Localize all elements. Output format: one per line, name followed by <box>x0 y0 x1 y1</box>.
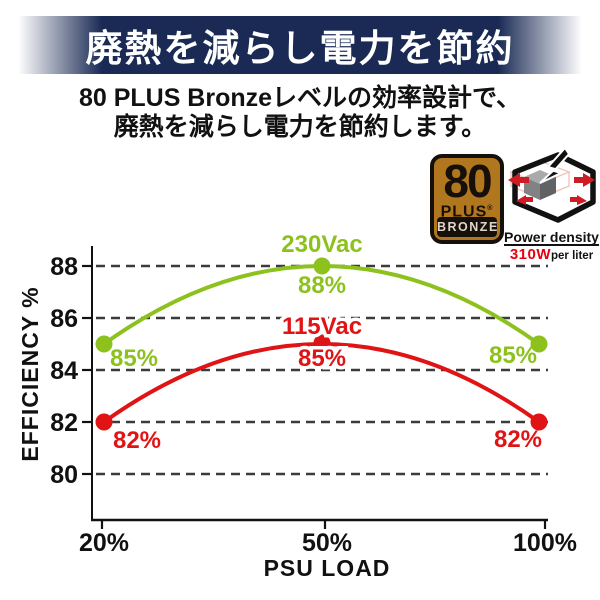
power-density-icon <box>508 146 596 223</box>
power-density-badge: Power density 310Wper liter <box>503 146 600 263</box>
point-230vac-50 <box>313 257 331 275</box>
bronze-band: BRONZE <box>437 217 497 237</box>
point-230vac-20 <box>95 335 113 353</box>
point-label-230vac-100: 85% <box>489 342 537 369</box>
point-115vac-100 <box>530 413 548 431</box>
cube-icon <box>524 170 556 200</box>
subtitle-line-2: 廃熱を減らし電力を節約します。 <box>113 113 487 141</box>
point-label-230vac-20: 85% <box>110 345 158 372</box>
point-230vac-100 <box>530 335 548 353</box>
expansion-arrow-bottom-right-icon <box>570 195 587 205</box>
x-axis-title: PSU LOAD <box>264 555 391 581</box>
eighty-plus-bronze-badge: 80 PLUS® BRONZE <box>430 154 504 244</box>
expansion-arrow-left-icon <box>508 173 529 187</box>
point-115vac-20 <box>95 413 113 431</box>
page-title: 廃熱を減らし電力を節約 <box>85 28 515 69</box>
label-115vac: 115Vac <box>282 313 362 340</box>
power-density-unit: per liter <box>551 250 594 262</box>
point-label-115vac-100: 82% <box>494 426 542 453</box>
hexagon-outline <box>512 152 596 223</box>
point-label-115vac-20: 82% <box>113 427 161 454</box>
power-density-value-row: 310Wper liter <box>503 246 600 263</box>
y-axis-title: EFFICIENCY % <box>17 286 43 461</box>
eighty-plus-number: 80 <box>443 155 492 207</box>
power-density-value: 310W <box>509 246 551 263</box>
power-density-title: Power density <box>504 229 599 246</box>
subtitle: 80 PLUS Bronzeレベルの効率設計で、 廃熱を減らし電力を節約します。 <box>0 84 600 142</box>
expansion-arrows-icon <box>508 173 595 205</box>
header-banner: 廃熱を減らし電力を節約 <box>0 16 600 74</box>
y-tick-label-80: 80 <box>50 461 78 489</box>
expansion-arrow-right-icon <box>574 173 595 187</box>
y-tick-label-82: 82 <box>50 409 78 437</box>
expansion-arrow-bottom-left-icon <box>516 195 533 205</box>
bronze-tier-label: BRONZE <box>437 220 499 234</box>
x-tick-label-20: 20% <box>79 529 129 557</box>
eighty-plus-label: PLUS® <box>440 203 494 221</box>
point-label-115vac-50: 85% <box>298 345 346 372</box>
lightning-bolt-icon <box>539 146 571 184</box>
y-tick-label-84: 84 <box>50 357 78 385</box>
point-label-230vac-50: 88% <box>298 272 346 299</box>
y-tick-label-88: 88 <box>50 253 78 281</box>
point-115vac-50 <box>313 334 331 352</box>
registered-mark: ® <box>487 205 494 212</box>
y-tick-label-86: 86 <box>50 305 78 333</box>
label-230vac: 230Vac <box>281 231 362 258</box>
x-tick-label-100: 100% <box>513 529 577 557</box>
x-tick-label-50: 50% <box>302 529 352 557</box>
subtitle-line-1: 80 PLUS Bronzeレベルの効率設計で、 <box>78 84 522 112</box>
